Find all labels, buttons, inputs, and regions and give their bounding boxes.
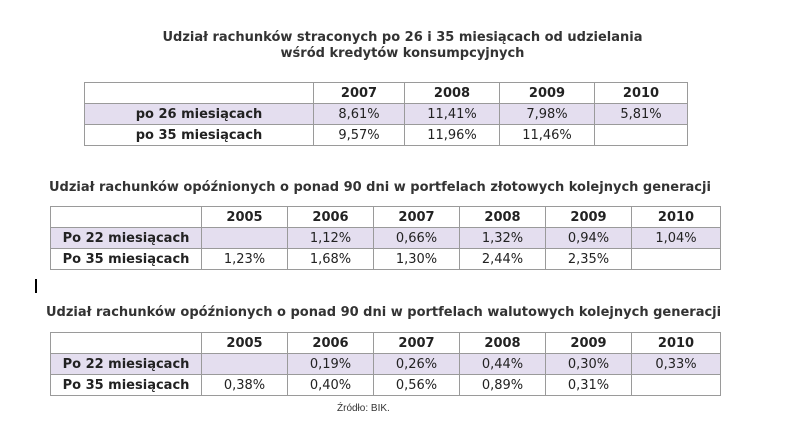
table-row: Po 22 miesiącach 0,19% 0,26% 0,44% 0,30%… — [50, 353, 721, 375]
table-cell: 0,40% — [287, 374, 374, 396]
table-cell: 0,94% — [545, 227, 632, 249]
table-cell: 0,44% — [459, 353, 546, 375]
table2-year-header: 2005 — [201, 206, 288, 228]
table-cell — [631, 248, 721, 270]
table-cell: 2,44% — [459, 248, 546, 270]
table3-year-header: 2006 — [287, 332, 374, 354]
table-cell: 0,30% — [545, 353, 632, 375]
table3-title: Udział rachunków opóźnionych o ponad 90 … — [46, 305, 722, 320]
table-cell — [201, 353, 288, 375]
table2-year-header: 2007 — [373, 206, 460, 228]
table2-header-row: 2005 2006 2007 2008 2009 2010 — [50, 206, 721, 228]
table-cell: 1,23% — [201, 248, 288, 270]
table2-corner-cell — [50, 206, 202, 228]
table-cell: 0,26% — [373, 353, 460, 375]
table-cell: 5,81% — [594, 103, 688, 125]
table-row: Po 35 miesiącach 0,38% 0,40% 0,56% 0,89%… — [50, 374, 721, 396]
row-label: po 35 miesiącach — [84, 124, 314, 146]
table3-year-header: 2010 — [631, 332, 721, 354]
table2-year-header: 2009 — [545, 206, 632, 228]
table1-corner-cell — [84, 82, 314, 104]
table1-year-header: 2010 — [594, 82, 688, 104]
table1-year-header: 2007 — [313, 82, 405, 104]
table3-header-row: 2005 2006 2007 2008 2009 2010 — [50, 332, 721, 354]
table-cell: 8,61% — [313, 103, 405, 125]
table-cell: 1,12% — [287, 227, 374, 249]
table3: 2005 2006 2007 2008 2009 2010 Po 22 mies… — [50, 332, 721, 396]
table3-year-header: 2009 — [545, 332, 632, 354]
table2-year-header: 2010 — [631, 206, 721, 228]
table-cell: 1,68% — [287, 248, 374, 270]
table-cell: 11,41% — [404, 103, 500, 125]
table1-year-header: 2009 — [499, 82, 595, 104]
table-row: po 35 miesiącach 9,57% 11,96% 11,46% — [84, 124, 688, 146]
table-row: Po 22 miesiącach 1,12% 0,66% 1,32% 0,94%… — [50, 227, 721, 249]
table-cell: 11,96% — [404, 124, 500, 146]
table1: 2007 2008 2009 2010 po 26 miesiącach 8,6… — [84, 82, 688, 146]
table3-year-header: 2005 — [201, 332, 288, 354]
row-label: Po 35 miesiącach — [50, 248, 202, 270]
row-label: Po 22 miesiącach — [50, 353, 202, 375]
text-cursor — [35, 279, 37, 293]
table-cell: 0,33% — [631, 353, 721, 375]
table2-year-header: 2008 — [459, 206, 546, 228]
table-cell: 0,56% — [373, 374, 460, 396]
source-note: Źródło: BIK. — [337, 403, 390, 414]
table3-corner-cell — [50, 332, 202, 354]
table1-header-row: 2007 2008 2009 2010 — [84, 82, 688, 104]
table-cell: 1,32% — [459, 227, 546, 249]
table-cell: 0,89% — [459, 374, 546, 396]
table-cell: 1,04% — [631, 227, 721, 249]
table2-year-header: 2006 — [287, 206, 374, 228]
table-cell — [631, 374, 721, 396]
table-cell — [201, 227, 288, 249]
row-label: po 26 miesiącach — [84, 103, 314, 125]
table1-year-header: 2008 — [404, 82, 500, 104]
row-label: Po 35 miesiącach — [50, 374, 202, 396]
table-cell: 7,98% — [499, 103, 595, 125]
table-cell: 11,46% — [499, 124, 595, 146]
table-row: po 26 miesiącach 8,61% 11,41% 7,98% 5,81… — [84, 103, 688, 125]
table-cell: 0,38% — [201, 374, 288, 396]
table-cell: 2,35% — [545, 248, 632, 270]
table-cell — [594, 124, 688, 146]
table-cell: 1,30% — [373, 248, 460, 270]
table-cell: 0,31% — [545, 374, 632, 396]
table1-title-line1: Udział rachunków straconych po 26 i 35 m… — [162, 30, 643, 45]
table-row: Po 35 miesiącach 1,23% 1,68% 1,30% 2,44%… — [50, 248, 721, 270]
table2: 2005 2006 2007 2008 2009 2010 Po 22 mies… — [50, 206, 721, 270]
table-cell: 0,19% — [287, 353, 374, 375]
table1-title-line2: wśród kredytów konsumpcyjnych — [280, 46, 525, 61]
table3-year-header: 2008 — [459, 332, 546, 354]
table-cell: 0,66% — [373, 227, 460, 249]
table-cell: 9,57% — [313, 124, 405, 146]
table3-year-header: 2007 — [373, 332, 460, 354]
row-label: Po 22 miesiącach — [50, 227, 202, 249]
table2-title: Udział rachunków opóźnionych o ponad 90 … — [49, 180, 711, 195]
